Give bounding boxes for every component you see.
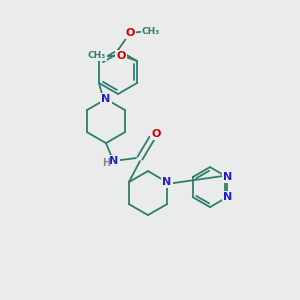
- Text: N: N: [109, 156, 119, 166]
- Text: N: N: [101, 94, 111, 104]
- Text: N: N: [223, 192, 232, 202]
- Text: H: H: [102, 158, 110, 168]
- Text: CH₃: CH₃: [88, 52, 106, 61]
- Text: CH₃: CH₃: [142, 26, 160, 35]
- Text: N: N: [162, 177, 172, 187]
- Text: O: O: [116, 51, 126, 61]
- Text: O: O: [125, 28, 135, 38]
- Text: O: O: [151, 129, 160, 139]
- Text: N: N: [223, 172, 232, 182]
